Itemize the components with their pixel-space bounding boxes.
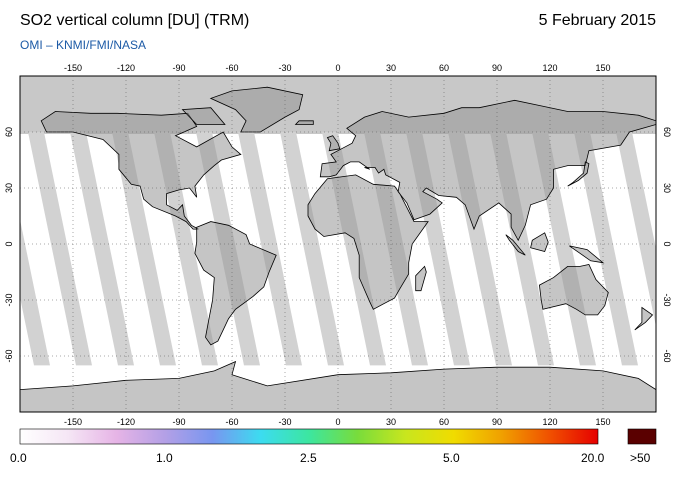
longitude-tick-label: -150 [64,63,82,73]
orbit-gap-swath [70,132,134,366]
latitude-tick-label: -30 [4,293,14,306]
orbit-gap-swath [658,132,676,365]
longitude-tick-label: 30 [386,417,396,427]
longitude-tick-label: 150 [595,417,610,427]
latitude-tick-label: 30 [4,183,14,193]
longitude-tick-label: -120 [117,63,135,73]
colorbar-label-0: 0.0 [10,451,27,465]
colorbar-label-3: 5.0 [443,451,460,465]
new-guinea-landmass [569,245,605,264]
data-credit: OMI – KNMI/FMI/NASA [20,38,147,52]
longitude-tick-label: 90 [492,417,502,427]
longitude-tick-label: 0 [335,417,340,427]
longitude-tick-label: 90 [492,63,502,73]
japan-landmass [567,161,590,187]
colorbar [19,428,599,445]
longitude-tick-label: -90 [172,63,185,73]
latitude-tick-label: -60 [662,349,672,362]
orbit-gap-swath [20,219,50,366]
colorbar-label-4: 20.0 [581,451,605,465]
longitude-tick-label: -60 [225,63,238,73]
map-date: 5 February 2015 [538,12,656,29]
orbit-gap-swath [238,132,302,366]
borneo-landmass [530,232,549,252]
eurasia-landmass [319,99,656,242]
madagascar-landmass [415,265,427,292]
longitude-tick-label: -150 [64,417,82,427]
graticule [20,76,656,412]
longitude-tick-label: 0 [335,63,340,73]
new-zealand-landmass [634,306,654,331]
iceland-landmass [294,120,314,125]
longitude-tick-label: -30 [278,63,291,73]
latitude-tick-label: 0 [662,241,672,246]
latitude-tick-label: 60 [662,127,672,137]
longitude-tick-label: -30 [278,417,291,427]
greenland-landmass [209,86,304,133]
latitude-tick-label: 30 [662,183,672,193]
longitude-tick-label: -120 [117,417,135,427]
longitude-tick-label: -60 [225,417,238,427]
axis-ticks: -150 -150 -120 -120 -90 -90 -60 -60 -30 -30 0 0 30 30… [4,63,672,427]
longitude-tick-label: 60 [439,63,449,73]
latitude-tick-label: -30 [662,293,672,306]
baffin-landmass [181,107,226,125]
orbit-gap-swath [112,132,176,366]
south-america-landmass [194,221,277,346]
uk-landmass [326,135,341,152]
longitude-tick-label: 150 [595,63,610,73]
colorbar-overflow [627,428,657,445]
latitude-tick-label: -60 [4,349,14,362]
north-america-landmass [40,111,242,230]
longitude-tick-label: -90 [172,417,185,427]
colorbar-label-2: 2.5 [300,451,317,465]
latitude-tick-label: 60 [4,127,14,137]
colorbar-label-5: >50 [630,451,651,465]
latitude-tick-label: 0 [4,241,14,246]
orbit-gap-swath [280,132,344,366]
longitude-tick-label: 120 [542,417,557,427]
orbit-gap-swath [28,132,92,366]
australia-landmass [538,264,609,316]
colorbar-label-1: 1.0 [156,451,173,465]
longitude-tick-label: 30 [386,63,396,73]
orbit-gap-swath [574,132,638,366]
orbit-gap-swath [616,132,656,327]
map-title: SO2 vertical column [DU] (TRM) [20,12,250,29]
sumatra-landmass [505,234,526,256]
longitude-tick-label: 120 [542,63,557,73]
longitude-tick-label: 60 [439,417,449,427]
